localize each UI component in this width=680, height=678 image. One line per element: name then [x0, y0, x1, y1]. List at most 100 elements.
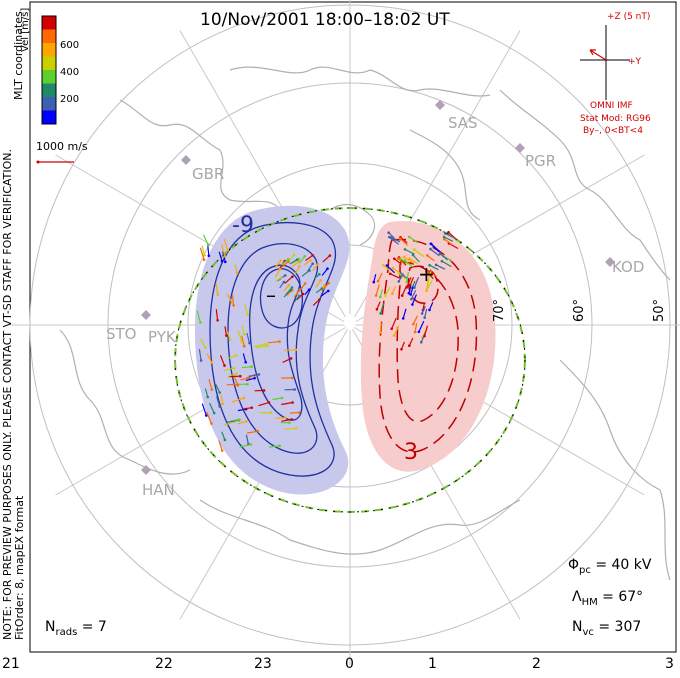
velocity-vector-origin: [223, 255, 226, 258]
station-label-pyk: PYK: [148, 328, 176, 346]
velocity-vector-origin: [408, 258, 411, 261]
velocity-vector-origin: [379, 331, 382, 334]
velocity-vector-origin: [379, 312, 382, 315]
velocity-vector-origin: [265, 343, 268, 346]
note-line-2: FitOrder: 8, mapEX format: [14, 149, 26, 640]
nvc-stat: Nvc = 307: [572, 619, 641, 638]
imf-source: OMNI IMF: [590, 101, 633, 111]
station-label-kod: KOD: [612, 258, 644, 276]
velocity-vector-origin: [410, 298, 413, 301]
velocity-colorbar: [42, 16, 56, 124]
velocity-vector-origin: [246, 383, 249, 386]
nrads-value: = 7: [77, 619, 107, 635]
mlt-tick-23: 23: [254, 656, 272, 672]
velocity-vector-origin: [398, 272, 401, 275]
velocity-vector-origin: [376, 308, 379, 311]
latitude-label-70: 70°: [492, 299, 507, 322]
velocity-vector-origin: [291, 418, 294, 421]
velocity-vector-origin: [290, 357, 293, 360]
colorbar-segment: [42, 43, 56, 57]
velocity-vector-origin: [293, 254, 296, 257]
velocity-vector: [285, 428, 297, 429]
velocity-vector-origin: [321, 287, 324, 290]
velocity-vector-origin: [207, 244, 210, 247]
station-marker-gbr: [181, 155, 191, 165]
velocity-vector-origin: [400, 348, 403, 351]
velocity-vector-origin: [404, 248, 407, 251]
legend-tick-400: 400: [60, 67, 79, 78]
velocity-vector-origin: [384, 295, 387, 298]
velocity-vector-origin: [279, 260, 282, 263]
velocity-vector-origin: [420, 341, 423, 344]
velocity-vector-origin: [235, 372, 238, 375]
velocity-vector-origin: [241, 341, 244, 344]
velocity-vector-origin: [291, 275, 294, 278]
nrads-stat: Nrads = 7: [45, 619, 107, 638]
velocity-vector-origin: [391, 292, 394, 295]
velocity-vector-origin: [203, 258, 206, 261]
velocity-vector-origin: [427, 286, 430, 289]
velocity-vector-origin: [326, 267, 329, 270]
pole-marker: [344, 314, 356, 330]
phi-pc-stat: Φpc = 40 kV: [568, 557, 651, 576]
lambda-hm-stat: ΛHM = 67°: [572, 589, 643, 608]
velocity-vector-origin: [309, 259, 312, 262]
station-label-han: HAN: [142, 481, 175, 499]
velocity-vector-origin: [268, 401, 271, 404]
velocity-vector-origin: [405, 286, 408, 289]
colorbar-segment: [42, 30, 56, 44]
velocity-vector-origin: [398, 280, 401, 283]
positive-cell-fill: [361, 221, 496, 472]
velocity-vector-origin: [328, 282, 331, 285]
legend-tick-200: 200: [60, 94, 79, 105]
station-marker-sto: [141, 310, 151, 320]
velocity-vector-origin: [221, 403, 224, 406]
velocity-vector-origin: [298, 295, 301, 298]
velocity-vector-origin: [298, 289, 301, 292]
velocity-vector-origin: [199, 321, 202, 324]
velocity-vector-origin: [258, 373, 261, 376]
velocity-vector-origin: [225, 334, 228, 337]
velocity-vector-origin: [221, 449, 224, 452]
velocity-vector-origin: [291, 377, 294, 380]
legend-tick-600: 600: [60, 40, 79, 51]
velocity-vector-origin: [302, 293, 305, 296]
station-label-gbr: GBR: [192, 165, 224, 183]
velocity-vector-origin: [267, 345, 270, 348]
velocity-vector: [290, 413, 299, 414]
velocity-vector-origin: [329, 254, 332, 257]
mlt-tick-21: 21: [2, 656, 20, 672]
velocity-vector-origin: [291, 401, 294, 404]
lambda-subscript: HM: [582, 597, 598, 608]
velocity-vector-origin: [232, 304, 235, 307]
preview-note: NOTE: FOR PREVIEW PURPOSES ONLY. PLEASE …: [2, 149, 26, 640]
lambda-value: = 67°: [598, 589, 643, 605]
velocity-vector-origin: [218, 405, 221, 408]
imf-condition: By–, 0<BT<4: [583, 126, 643, 136]
lambda-symbol: Λ: [572, 589, 582, 605]
map-title: 10/Nov/2001 18:00–18:02 UT: [200, 10, 450, 30]
velocity-vector-origin: [278, 445, 281, 448]
mlt-tick-22: 22: [155, 656, 173, 672]
velocity-vector-origin: [428, 309, 431, 312]
velocity-vector-origin: [392, 267, 395, 270]
velocity-vector-origin: [243, 333, 246, 336]
velocity-vector-origin: [281, 397, 284, 400]
velocity-vector-origin: [447, 231, 450, 234]
coordinates-label: MLT coordinates: [12, 11, 25, 100]
velocity-vector-origin: [311, 262, 314, 265]
velocity-vector-origin: [208, 255, 211, 258]
velocity-vector-origin: [425, 289, 428, 292]
velocity-vector-origin: [399, 237, 402, 240]
velocity-vector-origin: [287, 258, 290, 261]
nrads-subscript: rads: [55, 627, 77, 638]
velocity-vector-origin: [288, 421, 291, 424]
velocity-vector-origin: [284, 274, 287, 277]
velocity-vector-origin: [403, 256, 406, 259]
colorbar-segment: [42, 84, 56, 98]
velocity-vector-origin: [443, 238, 446, 241]
velocity-vector-origin: [379, 296, 382, 299]
velocity-vector-origin: [430, 243, 433, 246]
velocity-vector-origin: [229, 338, 232, 341]
